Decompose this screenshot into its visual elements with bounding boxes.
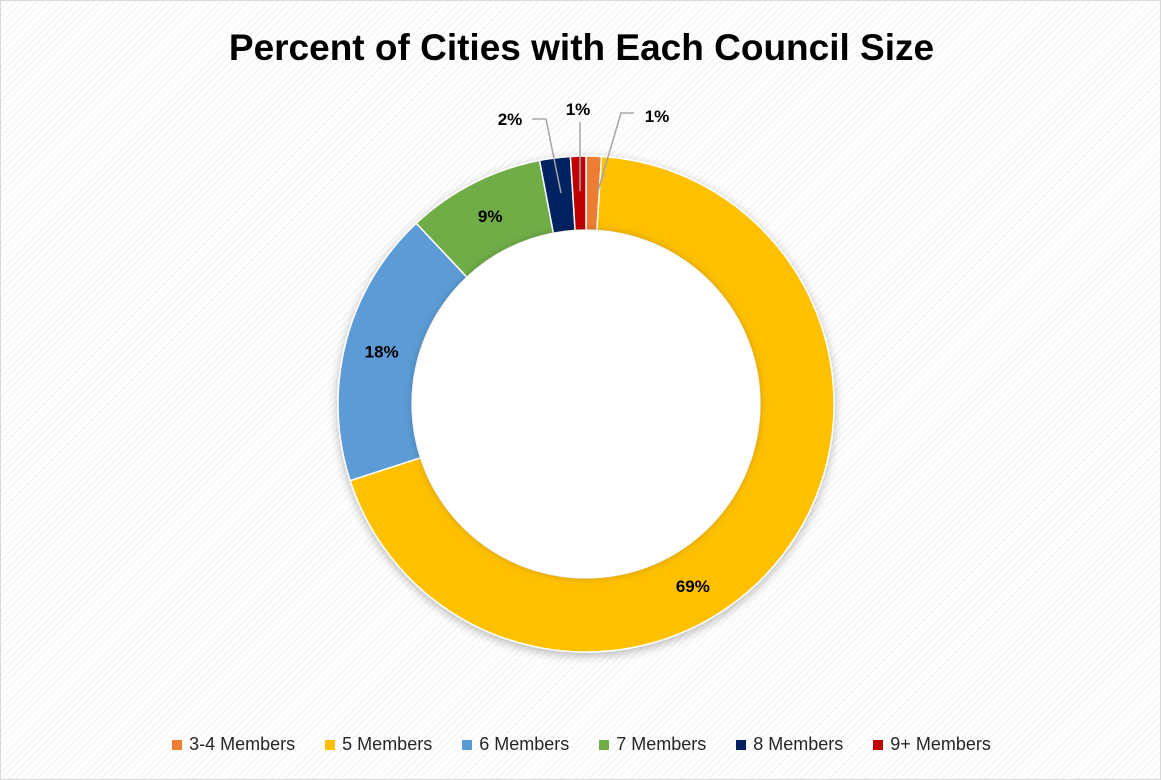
legend-label: 3-4 Members bbox=[189, 734, 296, 754]
data-label-7-members: 9% bbox=[478, 207, 503, 226]
legend-swatch bbox=[325, 739, 336, 750]
legend-label: 9+ Members bbox=[890, 734, 991, 754]
legend-item-8-members: 8 Members bbox=[736, 734, 843, 755]
legend: 3-4 Members 5 Members 6 Members 7 Members 8 … bbox=[1, 734, 1161, 755]
data-label-9-members: 1% bbox=[566, 100, 591, 119]
legend-item-5-members: 5 Members bbox=[325, 734, 432, 755]
data-label-3-4-members: 1% bbox=[645, 107, 670, 126]
legend-swatch bbox=[873, 739, 884, 750]
leader-line-8-members bbox=[532, 118, 562, 194]
legend-label: 7 Members bbox=[616, 734, 707, 754]
donut-hole bbox=[412, 230, 760, 578]
chart-title: Percent of Cities with Each Council Size bbox=[228, 27, 935, 68]
legend-swatch bbox=[172, 739, 183, 750]
legend-item-7-members: 7 Members bbox=[599, 734, 706, 755]
legend-swatch bbox=[599, 739, 610, 750]
legend-label: 8 Members bbox=[753, 734, 844, 754]
legend-swatch bbox=[462, 739, 473, 750]
legend-item-6-members: 6 Members bbox=[462, 734, 569, 755]
legend-label: 5 Members bbox=[342, 734, 433, 754]
data-label-6-members: 18% bbox=[365, 343, 399, 362]
legend-swatch bbox=[736, 739, 747, 750]
data-label-5-members: 69% bbox=[676, 577, 710, 596]
legend-item-3-4-members: 3-4 Members bbox=[172, 734, 295, 755]
legend-label: 6 Members bbox=[479, 734, 570, 754]
data-label-8-members: 2% bbox=[498, 110, 523, 129]
leader-line-3-4-members bbox=[597, 112, 634, 192]
legend-item-9-members: 9+ Members bbox=[873, 734, 991, 755]
